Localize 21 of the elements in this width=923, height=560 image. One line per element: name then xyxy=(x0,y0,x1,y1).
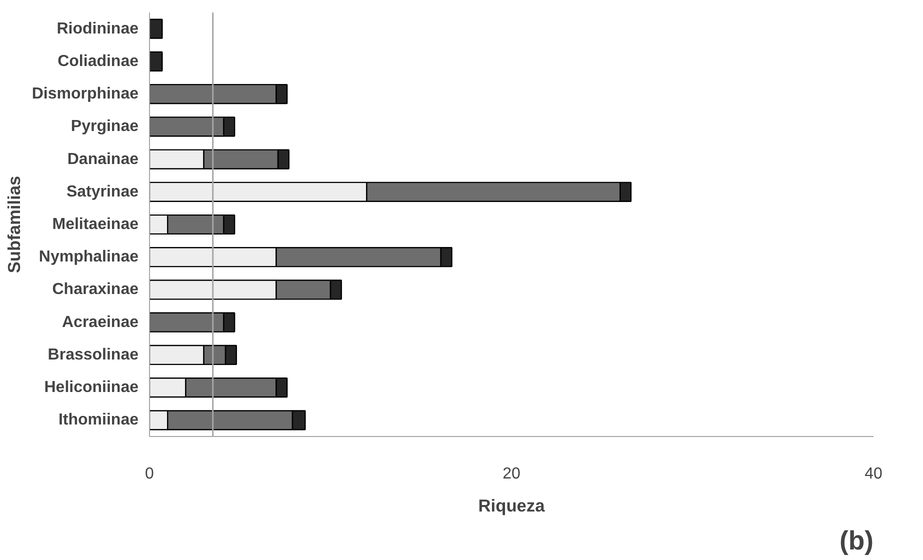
y-tick-label: Ithomiinae xyxy=(58,412,139,429)
bar xyxy=(150,51,163,72)
y-tick-label: Brassolinae xyxy=(48,346,139,364)
y-axis-title: Subfamilias xyxy=(4,176,24,274)
y-tick-label: Melitaeinae xyxy=(52,216,139,233)
bar xyxy=(150,18,163,39)
y-tick-label: Danainae xyxy=(67,150,139,168)
y-tick-label: Nymphalinae xyxy=(38,248,139,266)
x-tick-label: 40 xyxy=(864,466,882,482)
x-tick-label: 20 xyxy=(502,466,520,482)
text: (b) xyxy=(839,526,874,556)
y-tick-label: Dismorphinae xyxy=(32,86,139,103)
y-tick-label: Acraeinae xyxy=(62,314,139,331)
y-tick-label: Heliconiinae xyxy=(44,379,139,396)
x-axis-title: Riqueza xyxy=(478,496,546,516)
y-tick-label: Charaxinae xyxy=(52,281,139,298)
y-tick-label: Pyrginae xyxy=(70,118,139,136)
x-tick-label: 0 xyxy=(145,466,154,482)
y-tick-label: Satyrinae xyxy=(66,183,139,200)
y-tick-label: Riodininae xyxy=(56,20,139,38)
y-tick-label: Coliadinae xyxy=(58,52,139,70)
